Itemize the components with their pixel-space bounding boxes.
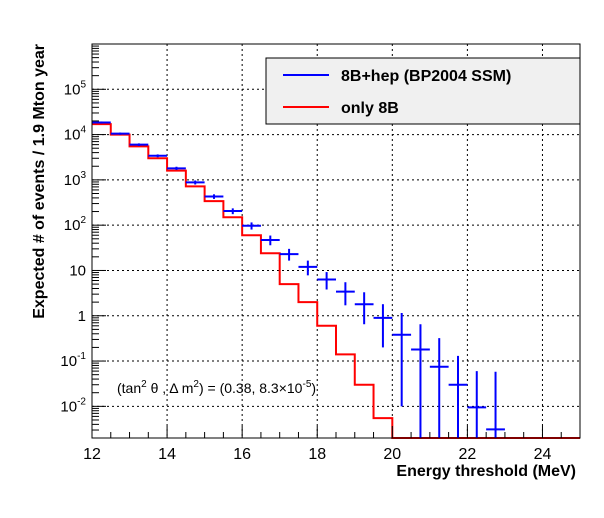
y-tick-label: 103	[64, 170, 87, 189]
series-8b-hep-point	[467, 371, 487, 438]
series-8b-hep-point	[336, 282, 355, 306]
y-tick-label: 105	[64, 79, 87, 98]
legend-box	[265, 57, 581, 125]
series-8b-hep-point	[223, 208, 243, 215]
y-tick-label: 1	[78, 308, 86, 325]
y-tick-label: 102	[64, 215, 87, 234]
y-tick-label: 10	[69, 262, 86, 279]
x-tick-label: 12	[83, 446, 101, 463]
series-8b-hep-point	[486, 371, 505, 438]
series-8b-hep-point	[260, 235, 280, 246]
series-8b-hep-point	[129, 143, 149, 146]
series-8b-hep-point	[204, 194, 224, 199]
y-tick-label: 10-1	[60, 351, 86, 370]
series-8b-hep-point	[354, 292, 374, 325]
x-tick-label: 18	[308, 446, 326, 463]
x-axis-title: Energy threshold (MeV)	[396, 463, 576, 480]
series-8b-hep-point	[298, 260, 318, 276]
y-tick-label: 10-2	[60, 396, 86, 415]
legend: 8B+hep (BP2004 SSM) only 8B	[265, 57, 581, 125]
y-axis-title: Expected # of events / 1.9 Mton year	[31, 44, 48, 319]
series-8b-hep-point	[448, 355, 468, 438]
axis-ticks	[91, 45, 581, 439]
series-8b-hep-point	[317, 272, 336, 290]
series-8b-hep-point	[185, 180, 205, 185]
x-tick-label: 22	[458, 446, 476, 463]
series-8b-hep-point	[429, 338, 449, 438]
x-tick-label: 20	[383, 446, 401, 463]
x-tick-label: 24	[534, 446, 552, 463]
series-8b-hep-point	[167, 166, 186, 171]
y-tick-label: 104	[64, 125, 87, 144]
series-8b-hep-point	[392, 313, 412, 407]
series-8b-hep-point	[110, 132, 130, 135]
series-8b-hep-point	[373, 304, 393, 348]
legend-label-8b-hep: 8B+hep (BP2004 SSM)	[341, 68, 511, 85]
x-tick-label: 14	[158, 446, 176, 463]
series-8b-hep-point	[242, 222, 261, 230]
oscillation-parameters-annotation: (tan2 θ , Δ m2) = (0.38, 8.3×10-5)	[117, 379, 316, 396]
x-tick-label: 16	[233, 446, 251, 463]
series-8b-hep-point	[279, 248, 299, 261]
series-8b-hep-point	[92, 121, 111, 124]
legend-label-only-8b: only 8B	[341, 100, 399, 117]
series-8b-hep-point	[148, 154, 168, 158]
tick-labels: 12 14 16 18 20 22 24 10-2 10-1 1 10 102 103 104 105	[60, 79, 551, 463]
series-8b-hep-point	[411, 324, 430, 438]
